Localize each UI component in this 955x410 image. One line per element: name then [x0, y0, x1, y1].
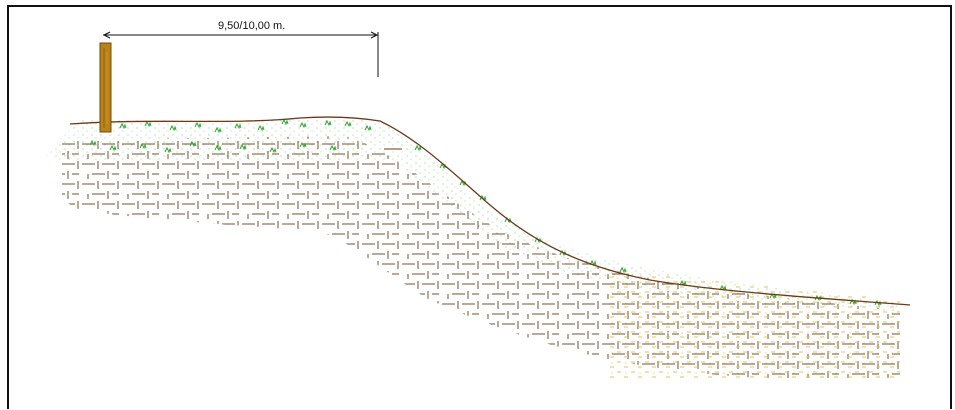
drawing-frame	[7, 5, 952, 409]
grass-tuft-icon	[324, 119, 332, 127]
grass-tuft-icon	[849, 298, 857, 306]
grass-tuft-icon	[194, 121, 202, 129]
grass-tuft-icon	[169, 124, 177, 132]
grass-tuft-icon	[619, 266, 627, 274]
grass-tuft-icon	[269, 146, 277, 154]
ground-surface-line	[69, 116, 911, 306]
grass-tuft-icon	[329, 144, 337, 152]
grass-tuft-icon	[89, 139, 97, 147]
grass-tuft-icon	[189, 140, 197, 148]
grass-tuft-icon	[144, 120, 152, 128]
dimension-line: 9,50/10,00 m.	[102, 20, 379, 77]
grass-tuft-icon	[299, 141, 307, 149]
grass-tuft-icon	[344, 120, 352, 128]
wooden-post-icon	[99, 42, 112, 133]
grass-tuft-icon	[139, 142, 147, 150]
grass-tuft-icon	[281, 118, 289, 126]
grass-tuft-icon	[364, 124, 372, 132]
grass-tuft-icon	[214, 126, 222, 134]
grass-tuft-icon	[119, 122, 127, 130]
grass-tuft-icon	[164, 146, 172, 154]
grass-tuft-icon	[234, 122, 242, 130]
grass-tuft-icon	[414, 144, 422, 152]
grass-tuft-icon	[504, 216, 512, 224]
grass-tuft-icon	[299, 121, 307, 129]
grass-tuft-icon	[109, 144, 117, 152]
grass-tuft-icon	[239, 143, 247, 151]
grass-tuft-icon	[769, 292, 777, 300]
topsoil-layer	[45, 118, 900, 312]
grass-tuft-icon	[257, 124, 265, 132]
grass-tuft-icon	[214, 144, 222, 152]
grass-tuft-icon	[534, 236, 542, 244]
soil-hatch	[62, 136, 900, 378]
dimension-label: 9,50/10,00 m.	[218, 20, 285, 32]
